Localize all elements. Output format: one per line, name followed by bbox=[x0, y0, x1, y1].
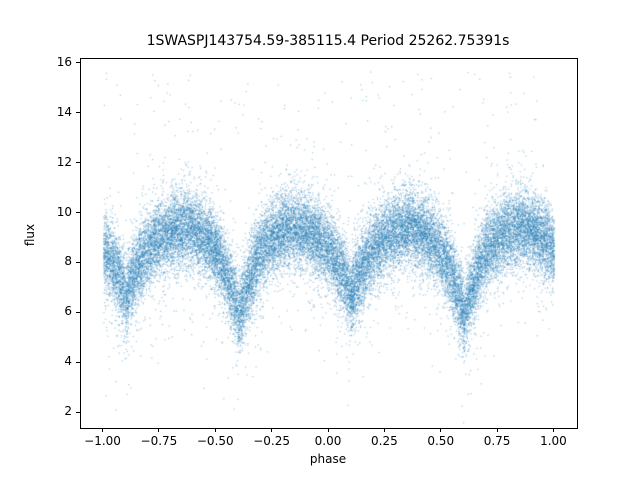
y-tick-mark bbox=[76, 261, 80, 263]
x-tick-label: 1.00 bbox=[540, 434, 567, 448]
x-tick-label: 0.00 bbox=[314, 434, 342, 448]
x-tick-label: −1.00 bbox=[84, 434, 121, 448]
y-tick-mark bbox=[76, 112, 80, 114]
y-tick-mark bbox=[76, 361, 80, 363]
x-tick-label: 0.50 bbox=[427, 434, 455, 448]
x-tick-mark bbox=[552, 428, 554, 432]
y-tick-label: 10 bbox=[56, 204, 72, 219]
plot-area bbox=[80, 58, 578, 429]
x-tick-mark bbox=[327, 428, 329, 432]
x-tick-mark bbox=[496, 428, 498, 432]
y-tick-mark bbox=[76, 311, 80, 313]
y-tick-mark bbox=[76, 212, 80, 214]
x-tick-mark bbox=[271, 428, 273, 432]
x-tick-mark bbox=[158, 428, 160, 432]
x-axis-label: phase bbox=[309, 452, 347, 466]
y-tick-label: 2 bbox=[64, 404, 72, 419]
x-tick-label: −0.75 bbox=[140, 434, 178, 448]
x-tick-label: 0.75 bbox=[483, 434, 511, 448]
y-tick-label: 14 bbox=[56, 104, 72, 119]
x-tick-label: −0.25 bbox=[253, 434, 291, 448]
y-tick-label: 8 bbox=[64, 254, 72, 269]
chart-title: 1SWASPJ143754.59-385115.4 Period 25262.7… bbox=[146, 33, 510, 49]
x-tick-mark bbox=[440, 428, 442, 432]
y-tick-mark bbox=[76, 62, 80, 64]
x-tick-label: −0.50 bbox=[196, 434, 234, 448]
x-tick-mark bbox=[383, 428, 385, 432]
y-axis-label: flux bbox=[23, 223, 37, 247]
y-tick-mark bbox=[76, 162, 80, 164]
x-tick-label: 0.25 bbox=[371, 434, 398, 448]
y-tick-label: 16 bbox=[56, 54, 72, 69]
y-tick-mark bbox=[76, 411, 80, 413]
y-tick-label: 12 bbox=[56, 154, 72, 169]
y-tick-label: 6 bbox=[64, 304, 72, 319]
x-tick-mark bbox=[214, 428, 216, 432]
scatter-points-canvas bbox=[81, 59, 577, 428]
x-tick-mark bbox=[102, 428, 104, 432]
y-tick-label: 4 bbox=[64, 354, 72, 369]
